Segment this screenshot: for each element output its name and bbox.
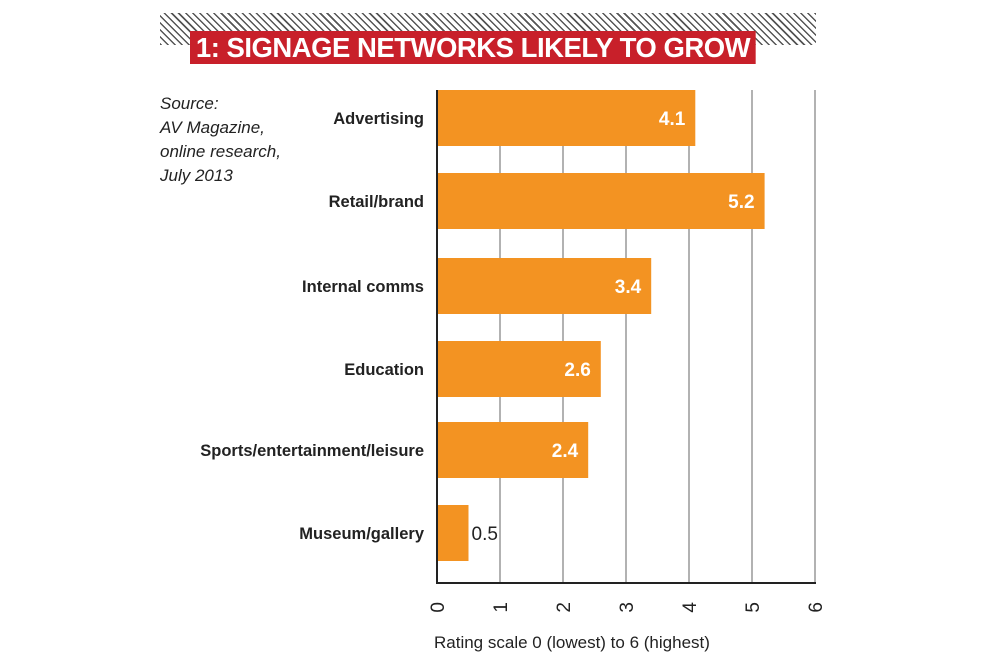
bar bbox=[437, 505, 469, 561]
source-line: July 2013 bbox=[160, 166, 233, 185]
source-line: online research, bbox=[160, 142, 281, 161]
bar bbox=[437, 258, 652, 314]
data-label: 4.1 bbox=[659, 109, 686, 130]
bar bbox=[437, 90, 696, 146]
category-label: Education bbox=[344, 361, 424, 379]
category-label: Museum/gallery bbox=[299, 525, 425, 543]
x-tick-label: 6 bbox=[806, 602, 827, 613]
data-label: 2.6 bbox=[564, 360, 590, 381]
data-label: 5.2 bbox=[728, 192, 754, 213]
x-tick-label: 0 bbox=[428, 602, 449, 613]
data-label: 3.4 bbox=[615, 277, 642, 298]
x-axis-label: Rating scale 0 (lowest) to 6 (highest) bbox=[434, 633, 710, 652]
x-tick-label: 1 bbox=[491, 602, 512, 613]
data-label: 0.5 bbox=[472, 524, 498, 545]
category-label: Retail/brand bbox=[329, 193, 424, 211]
source-line: AV Magazine, bbox=[160, 118, 265, 137]
category-label: Sports/entertainment/leisure bbox=[200, 442, 424, 460]
bar bbox=[437, 341, 601, 397]
source-line: Source: bbox=[160, 94, 219, 113]
category-label: Internal comms bbox=[302, 278, 424, 296]
x-tick-label: 2 bbox=[554, 602, 575, 613]
x-tick-label: 5 bbox=[743, 602, 764, 613]
category-label: Advertising bbox=[333, 110, 424, 128]
x-tick-label: 3 bbox=[617, 602, 638, 613]
source-note: Source: AV Magazine, online research, Ju… bbox=[160, 92, 281, 188]
bar bbox=[437, 422, 589, 478]
chart-title: 1: SIGNAGE NETWORKS LIKELY TO GROW bbox=[190, 31, 756, 64]
bar bbox=[437, 173, 765, 229]
data-label: 2.4 bbox=[552, 441, 579, 462]
x-tick-label: 4 bbox=[680, 602, 701, 613]
